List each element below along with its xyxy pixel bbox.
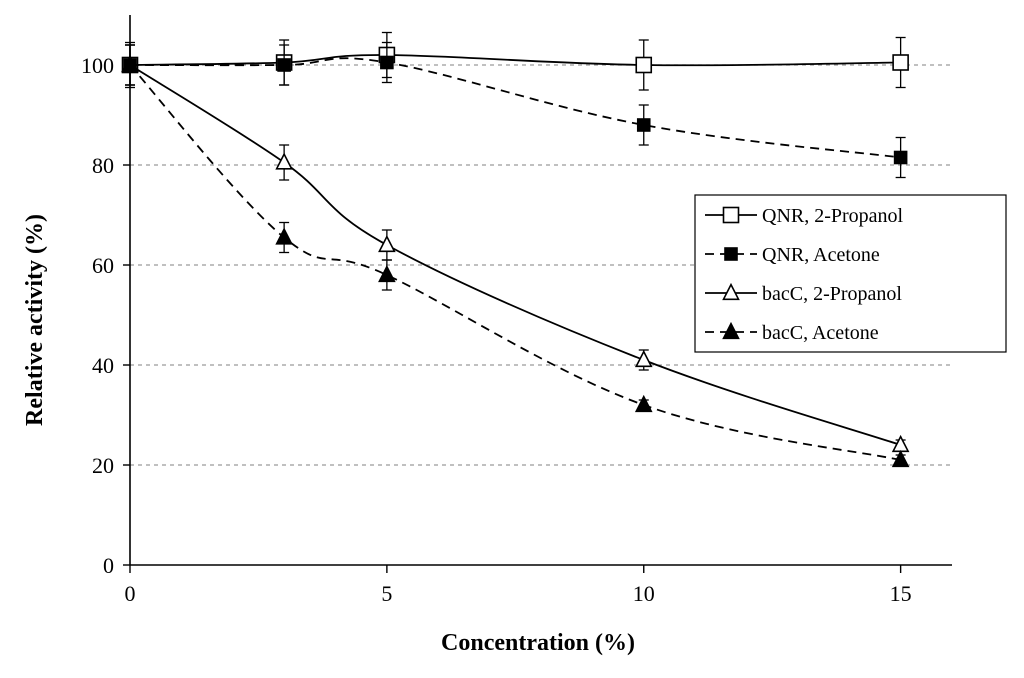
y-tick-label-80: 80 (92, 153, 114, 178)
y-axis-title: Relative activity (%) (22, 214, 48, 426)
series-2-point-3 (380, 55, 394, 70)
legend-marker-2 (724, 247, 738, 261)
y-tick-label-60: 60 (92, 253, 114, 278)
series-1-line (129, 54, 901, 67)
series-2-point-5 (893, 150, 908, 165)
legend-label-2: QNR, Acetone (762, 244, 880, 266)
legend-marker-1 (722, 206, 740, 224)
series-1-point-5 (892, 54, 909, 71)
legend-label-3: bacC, 2-Propanol (762, 283, 902, 305)
series-4-line (129, 64, 901, 461)
series-4-point-1 (121, 54, 139, 73)
legend-label-1: QNR, 2-Propanol (762, 205, 904, 227)
x-tick-label-5: 5 (381, 581, 392, 606)
series-3-point-4 (634, 349, 653, 368)
ticks-layer: 0 20 40 60 80 100 0 5 10 15 (81, 53, 912, 606)
series-4-point-3 (378, 264, 396, 283)
x-tick-label-10: 10 (633, 581, 655, 606)
series-4-point-2 (275, 227, 293, 245)
legend-marker-3 (722, 282, 740, 301)
series-3-point-2 (275, 152, 293, 170)
series-2-point-4 (636, 118, 651, 132)
series-2-line (129, 57, 901, 159)
series-3-line (129, 64, 901, 446)
axes-layer (129, 15, 952, 566)
series-4-point-4 (634, 394, 653, 413)
y-tick-label-0: 0 (103, 553, 114, 578)
x-tick-label-0: 0 (125, 581, 136, 606)
y-tick-label-40: 40 (92, 353, 114, 378)
legend: QNR, 2-Propanol QNR, Acetone bacC, 2-Propa… (694, 194, 1007, 353)
series-4 (121, 44, 910, 468)
series-layer (121, 31, 910, 468)
series-3-point-3 (378, 234, 396, 253)
x-tick-label-15: 15 (890, 581, 912, 606)
series-4-point-5 (891, 449, 910, 468)
x-axis-title: Concentration (%) (441, 630, 635, 656)
grid-layer (130, 64, 952, 466)
legend-items: QNR, 2-Propanol QNR, Acetone bacC, 2-Propa… (705, 205, 904, 344)
legend-box (694, 194, 1007, 353)
series-1-point-4 (635, 56, 653, 74)
series-2-point-2 (277, 58, 291, 72)
y-tick-label-100: 100 (81, 53, 114, 78)
series-1 (121, 31, 909, 91)
y-tick-label-20: 20 (92, 453, 114, 478)
legend-marker-4 (722, 321, 740, 340)
legend-label-4: bacC, Acetone (762, 322, 879, 344)
